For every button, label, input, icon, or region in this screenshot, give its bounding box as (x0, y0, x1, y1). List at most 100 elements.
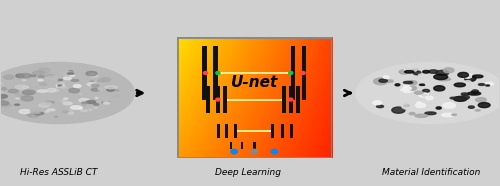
Circle shape (270, 149, 278, 155)
Ellipse shape (417, 102, 421, 103)
Ellipse shape (30, 105, 38, 107)
Ellipse shape (436, 107, 442, 109)
Ellipse shape (464, 81, 471, 84)
Ellipse shape (33, 71, 44, 75)
Circle shape (288, 71, 294, 75)
Bar (302, 46, 306, 100)
Ellipse shape (79, 108, 82, 109)
Ellipse shape (0, 62, 134, 124)
Ellipse shape (416, 103, 426, 108)
Ellipse shape (425, 112, 436, 115)
Ellipse shape (47, 88, 56, 92)
Ellipse shape (373, 101, 382, 105)
Ellipse shape (58, 79, 62, 81)
Ellipse shape (404, 86, 413, 88)
Ellipse shape (82, 104, 86, 106)
Ellipse shape (454, 96, 467, 101)
Ellipse shape (46, 75, 54, 77)
Ellipse shape (485, 82, 494, 85)
Ellipse shape (68, 112, 73, 114)
Ellipse shape (472, 75, 483, 78)
Ellipse shape (16, 74, 24, 78)
Ellipse shape (48, 109, 55, 111)
Ellipse shape (22, 80, 26, 81)
Ellipse shape (384, 76, 389, 78)
Ellipse shape (422, 89, 430, 92)
Ellipse shape (64, 98, 68, 100)
Ellipse shape (24, 90, 35, 93)
Bar (230, 142, 232, 149)
Ellipse shape (422, 70, 430, 73)
Ellipse shape (91, 88, 100, 91)
Ellipse shape (464, 76, 476, 81)
Ellipse shape (104, 102, 110, 104)
Ellipse shape (36, 112, 41, 113)
Ellipse shape (418, 74, 422, 76)
Ellipse shape (38, 68, 50, 73)
Ellipse shape (15, 94, 22, 97)
Ellipse shape (428, 70, 438, 73)
Ellipse shape (418, 93, 429, 97)
Ellipse shape (8, 89, 18, 93)
Circle shape (230, 149, 238, 155)
Ellipse shape (46, 111, 48, 112)
Ellipse shape (87, 100, 96, 104)
Bar (213, 46, 218, 100)
Ellipse shape (40, 83, 46, 85)
Ellipse shape (64, 77, 72, 80)
Ellipse shape (478, 84, 485, 85)
Ellipse shape (34, 112, 43, 115)
Ellipse shape (68, 110, 73, 111)
Ellipse shape (0, 83, 2, 84)
Ellipse shape (404, 88, 415, 91)
Ellipse shape (68, 88, 80, 93)
Bar (202, 46, 207, 100)
Ellipse shape (63, 72, 74, 76)
Ellipse shape (414, 91, 423, 94)
Ellipse shape (105, 86, 117, 89)
Ellipse shape (356, 62, 500, 124)
Ellipse shape (404, 105, 409, 106)
Ellipse shape (50, 78, 59, 80)
Ellipse shape (58, 85, 62, 86)
Ellipse shape (386, 72, 399, 76)
Bar (217, 124, 220, 138)
Ellipse shape (472, 90, 478, 93)
Ellipse shape (98, 80, 105, 82)
Ellipse shape (430, 86, 444, 90)
Ellipse shape (0, 101, 9, 105)
Ellipse shape (486, 85, 490, 86)
Bar (290, 124, 293, 138)
Bar (280, 124, 284, 138)
Ellipse shape (59, 86, 67, 88)
Ellipse shape (96, 102, 100, 105)
Ellipse shape (21, 96, 33, 101)
Ellipse shape (89, 109, 92, 110)
Ellipse shape (444, 68, 454, 73)
Ellipse shape (413, 71, 421, 75)
Ellipse shape (400, 88, 412, 92)
Ellipse shape (404, 81, 412, 84)
Ellipse shape (58, 87, 63, 89)
Ellipse shape (98, 88, 102, 90)
Ellipse shape (395, 84, 400, 86)
Ellipse shape (68, 71, 72, 72)
Circle shape (300, 71, 306, 75)
Ellipse shape (38, 79, 43, 81)
Ellipse shape (74, 85, 81, 88)
Bar (272, 124, 274, 138)
Text: U-net: U-net (230, 75, 278, 90)
Ellipse shape (30, 109, 40, 113)
Ellipse shape (41, 102, 52, 105)
Ellipse shape (22, 91, 35, 94)
Ellipse shape (463, 74, 472, 78)
Ellipse shape (94, 107, 98, 108)
Ellipse shape (107, 88, 114, 91)
Ellipse shape (390, 91, 403, 96)
Ellipse shape (0, 100, 4, 101)
Circle shape (202, 71, 208, 75)
Ellipse shape (57, 85, 64, 88)
Ellipse shape (46, 101, 54, 103)
Ellipse shape (450, 97, 457, 99)
Ellipse shape (114, 95, 120, 97)
